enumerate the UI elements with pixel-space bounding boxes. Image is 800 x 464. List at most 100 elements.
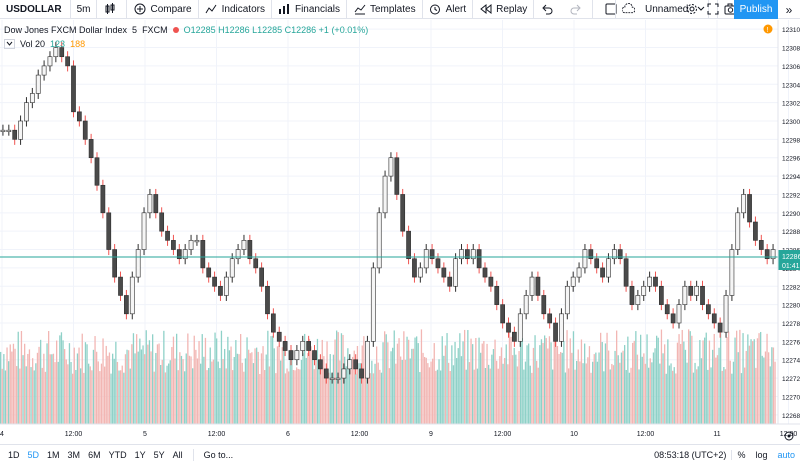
candle [741, 194, 747, 214]
volume-bar [38, 346, 40, 424]
chart-settings-button[interactable] [784, 431, 794, 441]
volume-bar [449, 371, 451, 424]
range-1d[interactable]: 1D [8, 449, 20, 460]
candle [159, 212, 165, 232]
volume-bar [257, 351, 259, 424]
bottom-toolbar: 1D 5D 1M 3M 6M YTD 1Y 5Y All Go to... 08:53:18 (… [0, 444, 800, 464]
volume-bar [753, 339, 755, 424]
volume-bar [459, 333, 461, 424]
candle [118, 276, 123, 296]
candle [453, 258, 458, 287]
publish-button[interactable]: Publish [734, 0, 778, 19]
volume-bar [358, 363, 360, 424]
volume-bar [491, 354, 493, 424]
volume-bar [161, 359, 163, 424]
log-toggle[interactable]: log [755, 450, 768, 460]
candle [94, 157, 100, 186]
candle [18, 120, 23, 140]
volume-bar [198, 341, 200, 424]
volume-bar [540, 339, 543, 424]
volume-bar [96, 351, 98, 424]
chart-type-button[interactable] [97, 0, 128, 19]
warning-icon [763, 24, 773, 34]
volume-bar [576, 360, 578, 424]
volume-bar [508, 330, 511, 424]
replay-button[interactable]: Replay [473, 0, 535, 19]
price-tick-label: 12292 [782, 192, 800, 199]
more-button[interactable]: » [778, 0, 800, 19]
volume-bar [419, 372, 421, 424]
indicators-button[interactable]: Indicators [199, 0, 272, 19]
volume-bar [494, 339, 496, 424]
volume-bar [579, 361, 581, 424]
percent-toggle[interactable]: % [731, 450, 750, 460]
volume-bar [398, 338, 400, 424]
volume-bar [41, 367, 43, 424]
price-tick-label: 12278 [782, 321, 800, 328]
financials-button[interactable]: Financials [272, 0, 347, 19]
range-all[interactable]: All [172, 449, 183, 460]
volume-bar [729, 360, 731, 424]
candle [141, 212, 147, 250]
candle [223, 276, 229, 296]
volume-bar [89, 366, 91, 424]
volume-bar [16, 366, 18, 424]
candle [423, 249, 429, 269]
undo-button[interactable] [534, 0, 563, 19]
volume-bar [40, 339, 42, 424]
interval-selector[interactable]: 5m [71, 0, 98, 19]
price-tick-label: 12304 [782, 82, 800, 89]
layout-menu[interactable]: Unnamed [615, 0, 719, 19]
alert-button[interactable]: Alert [423, 0, 474, 19]
timezone-clock[interactable]: 08:53:18 (UTC+2) [654, 450, 727, 460]
settings-button[interactable] [679, 0, 709, 19]
price-tick-label: 12290 [782, 211, 800, 218]
volume-bar [62, 340, 64, 424]
candle [664, 304, 670, 315]
range-3m[interactable]: 3M [67, 449, 81, 460]
range-5y[interactable]: 5Y [153, 449, 165, 460]
volume-bar [70, 361, 72, 424]
volume-bar [158, 343, 160, 424]
volume-bar [150, 351, 152, 424]
volume-bar [12, 343, 15, 424]
volume-bar [59, 335, 61, 424]
templates-button[interactable]: Templates [347, 0, 423, 19]
range-6m[interactable]: 6M [88, 449, 101, 460]
price-tick-label: 12268 [782, 413, 800, 420]
volume-bar [683, 341, 685, 424]
volume-bar [708, 340, 711, 424]
volume-bar [92, 349, 95, 424]
volume-bar [116, 361, 119, 424]
volume-bar [123, 372, 125, 424]
collapse-legend-button[interactable] [4, 38, 15, 49]
volume-bar [46, 343, 48, 424]
volume-bar [281, 347, 283, 424]
compare-button[interactable]: Compare [127, 0, 199, 19]
candle [88, 139, 94, 159]
volume-bar [3, 354, 5, 424]
auto-scale-toggle[interactable]: auto [777, 450, 795, 460]
candle [417, 267, 423, 278]
price-chart[interactable]: 1231012308123061230412302123001229812296… [0, 20, 800, 444]
symbol-search[interactable]: USDOLLAR [0, 0, 71, 19]
candle [135, 249, 141, 278]
volume-bar [552, 369, 554, 424]
volume-bar [368, 344, 370, 424]
go-to-date-button[interactable]: Go to... [203, 449, 234, 460]
range-ytd[interactable]: YTD [108, 449, 127, 460]
volume-bar [364, 367, 367, 424]
volume-bar [142, 345, 144, 424]
volume-bar [126, 349, 128, 424]
range-5d[interactable]: 5D [27, 449, 40, 460]
range-1m[interactable]: 1M [47, 449, 60, 460]
candle [517, 313, 523, 342]
divider [192, 448, 194, 461]
volume-bar [273, 348, 275, 424]
redo-button[interactable] [563, 0, 594, 19]
volume-bar [689, 331, 691, 424]
volume-bar [155, 352, 157, 424]
range-1y[interactable]: 1Y [134, 449, 146, 460]
volume-bar [377, 362, 379, 424]
fullscreen-button[interactable] [700, 0, 729, 19]
